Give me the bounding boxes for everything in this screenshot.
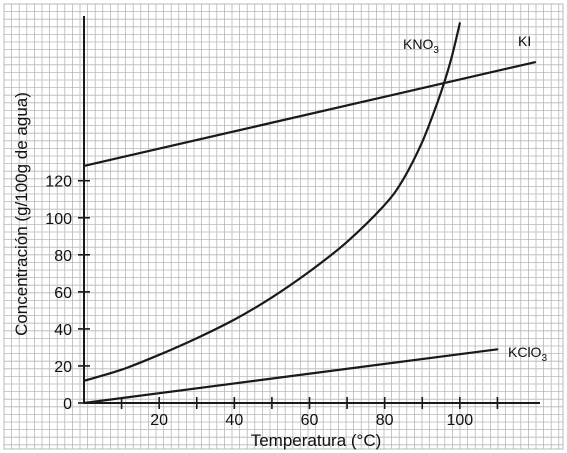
series-labels: KI KNO3 KClO3 [403,33,547,364]
x-tick-label: 40 [225,412,243,429]
tick-labels: 20 40 60 80 100 0 20 40 60 80 100 120 [45,174,473,429]
axes [78,16,540,409]
y-tick-label: 0 [63,396,72,413]
y-tick-label: 120 [45,174,72,191]
grid [3,3,564,450]
series-line-ki [82,61,537,167]
y-tick-label: 40 [54,322,72,339]
y-tick-label: 100 [45,211,72,228]
x-tick-label: 60 [301,412,319,429]
x-tick-label: 100 [446,412,473,429]
series-line-kno3 [82,22,461,382]
series-label-kno3: KNO3 [403,36,439,56]
series-label-kclo3: KClO3 [508,344,547,364]
series-label-ki: KI [518,33,531,49]
series-line-kclo3 [82,348,499,405]
x-axis-title: Temperatura (°C) [251,431,382,450]
grid-border [3,3,564,450]
y-tick-label: 20 [54,359,72,376]
series-lines [82,22,537,405]
y-tick-label: 80 [54,248,72,265]
x-tick-label: 20 [150,412,168,429]
y-axis-title: Concentración (g/100g de agua) [12,92,31,336]
x-tick-label: 80 [376,412,394,429]
y-tick-label: 60 [54,285,72,302]
